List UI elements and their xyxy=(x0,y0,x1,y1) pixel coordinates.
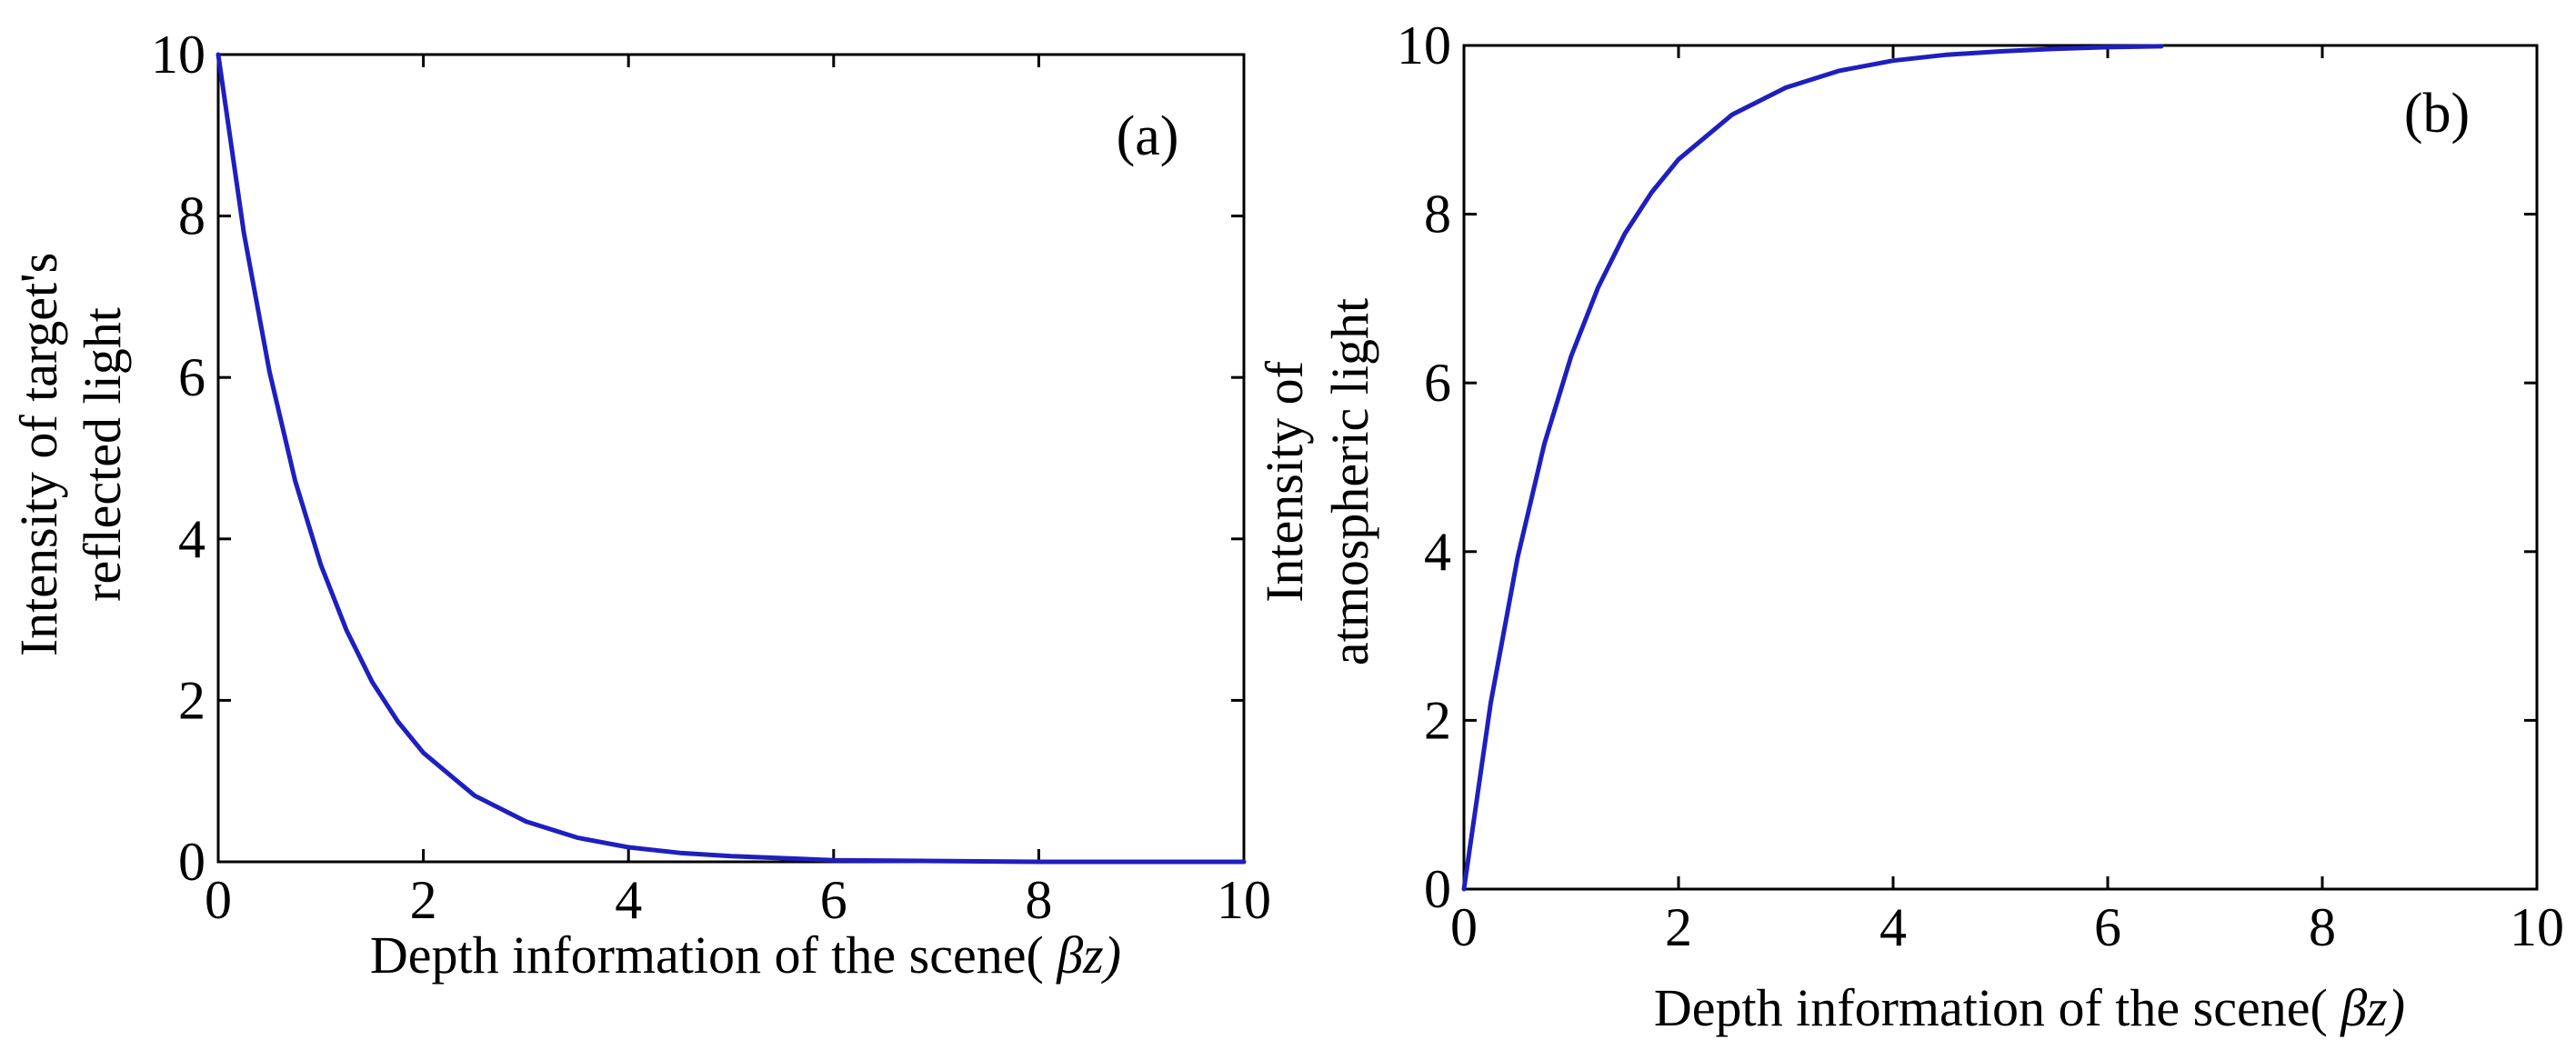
y-tick-label: 8 xyxy=(178,186,205,246)
x-tick-label: 8 xyxy=(2309,897,2336,957)
x-tick-label: 8 xyxy=(1025,870,1052,930)
y-tick-label: 4 xyxy=(178,509,205,569)
plot-frame xyxy=(1462,44,2539,891)
x-tick-label: 6 xyxy=(2094,897,2121,957)
y-tick-label: 6 xyxy=(178,347,205,407)
panel-label: (a) xyxy=(1117,105,1179,167)
y-axis-label: reflected light xyxy=(73,307,132,602)
x-tick-label: 4 xyxy=(1879,897,1907,957)
x-tick-label: 2 xyxy=(1665,897,1692,957)
y-tick-label: 0 xyxy=(178,832,205,892)
y-tick-label: 4 xyxy=(1424,522,1451,582)
y-tick-label: 2 xyxy=(1424,690,1451,750)
chart-panel-b: 0 2 4 6 8 10 0 2 4 6 8 10 (b) Depth information of th… xyxy=(1255,15,2564,1037)
y-tick-label: 10 xyxy=(151,25,205,85)
y-tick-label: 10 xyxy=(1397,15,1451,75)
x-tick-label: 10 xyxy=(2510,897,2564,957)
plot-frame xyxy=(216,53,1246,864)
series-line xyxy=(1461,44,2164,892)
x-tick-label: 4 xyxy=(615,870,642,930)
x-tick-label: 0 xyxy=(1450,897,1478,957)
x-tick-label: 6 xyxy=(820,870,847,930)
series-line xyxy=(216,52,1247,865)
chart-panel-a: 0 2 4 6 8 10 0 2 4 6 8 10 (a) Depth information of th… xyxy=(9,25,1271,985)
y-tick-label: 2 xyxy=(178,670,205,730)
y-axis-label: Intensity of xyxy=(1255,360,1314,602)
panel-label: (b) xyxy=(2404,83,2470,145)
y-tick-label: 8 xyxy=(1424,185,1451,245)
x-tick-label: 0 xyxy=(205,870,232,930)
y-axis-label: Intensity of target's xyxy=(9,253,68,656)
x-tick-label: 2 xyxy=(410,870,437,930)
y-axis-label: atmospheric light xyxy=(1320,298,1379,665)
x-axis-label: Depth information of the scene( βz) xyxy=(370,925,1121,985)
y-tick-label: 6 xyxy=(1424,353,1451,413)
x-axis-label: Depth information of the scene( βz) xyxy=(1654,978,2405,1037)
y-tick-label: 0 xyxy=(1424,859,1451,919)
x-tick-label: 10 xyxy=(1217,870,1271,930)
